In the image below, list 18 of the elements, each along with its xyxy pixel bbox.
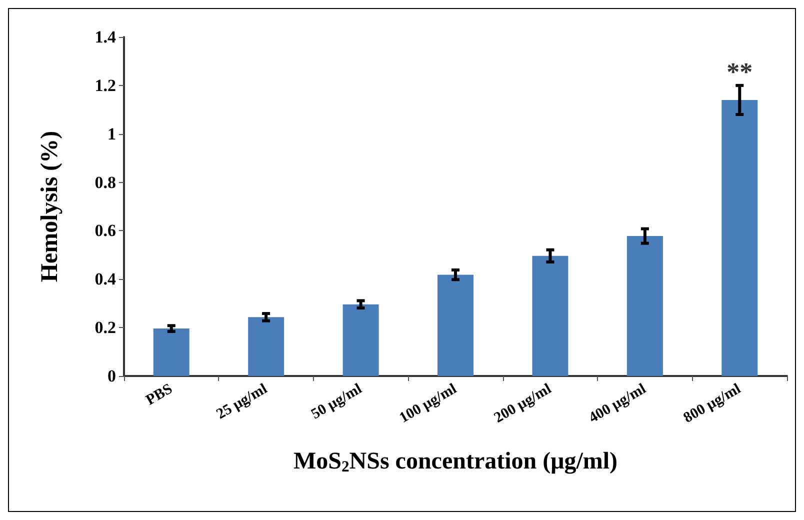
- bar: [153, 328, 190, 376]
- y-axis-title: Hemolysis (%): [37, 130, 63, 282]
- y-tick-label: 0.8: [94, 172, 116, 192]
- x-tick-label: PBS: [144, 381, 176, 409]
- y-tick-label: 0.2: [94, 318, 116, 338]
- bar: [532, 256, 568, 376]
- y-tick-label: 0.6: [94, 221, 116, 240]
- bar: [626, 236, 663, 376]
- y-tick-label: 1: [108, 124, 116, 144]
- bar: [722, 100, 758, 376]
- bar: [438, 274, 474, 376]
- y-tick-label: 1.4: [94, 28, 116, 46]
- y-tick-label: 0: [108, 366, 116, 386]
- y-tick-label: 1.2: [94, 76, 116, 95]
- annotation: **: [726, 57, 753, 86]
- y-tick-label: 0.4: [94, 270, 116, 289]
- bar: [342, 304, 379, 376]
- bar: [248, 317, 284, 376]
